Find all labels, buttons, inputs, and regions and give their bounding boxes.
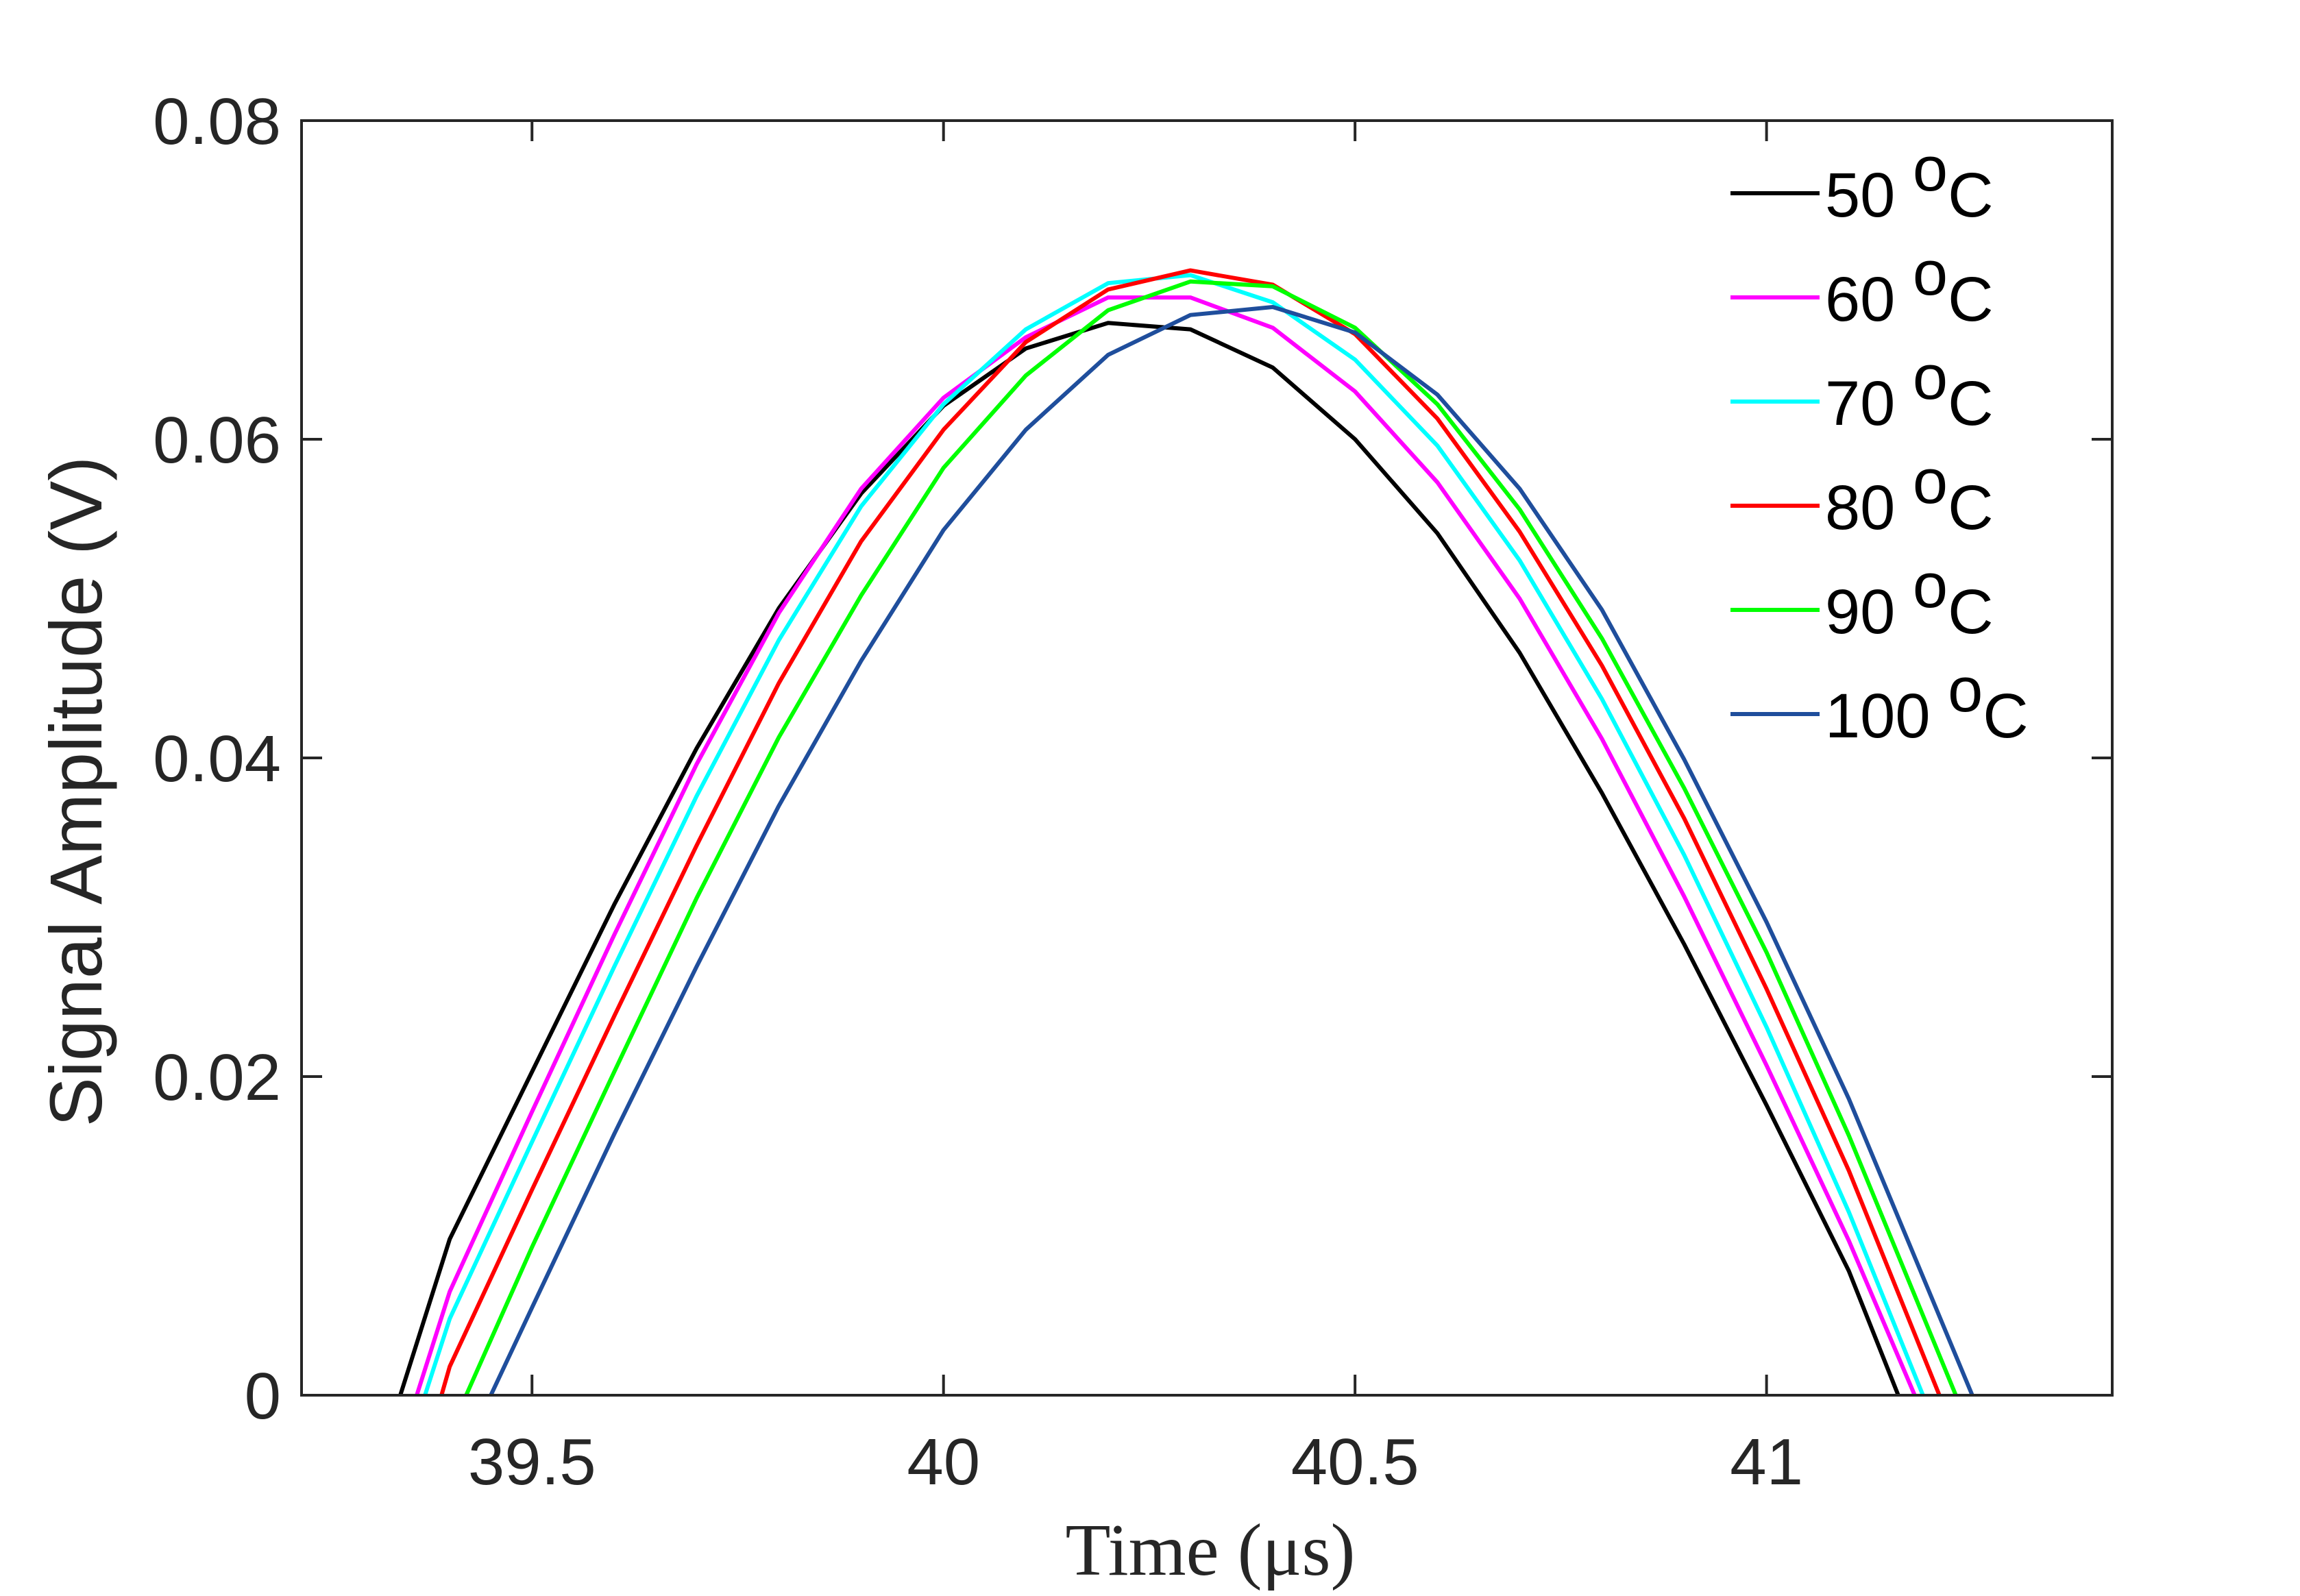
y-tick-label: 0.06 [153, 404, 281, 477]
legend-label: 50 oC [1825, 134, 1994, 230]
legend-label: 70 oC [1825, 343, 1994, 439]
legend-label: 90 oC [1825, 551, 1994, 647]
axis-ticks: 39.5 40 40.5 41 0 0.02 0.04 0.06 0.08 [153, 85, 2112, 1499]
x-axis-label: Time (μs) [1066, 1510, 1356, 1591]
legend-label: 60 oC [1825, 238, 1994, 334]
x-tick-label: 41 [1730, 1425, 1803, 1499]
legend-item-70: 70 oC [1730, 343, 1994, 439]
legend-item-50: 50 oC [1730, 134, 1994, 230]
x-tick-label: 39.5 [468, 1425, 596, 1499]
series-line-90 [464, 279, 1958, 1397]
series-line-100 [489, 305, 1974, 1397]
legend-label: 80 oC [1825, 447, 1994, 543]
y-tick-label: 0.08 [153, 85, 281, 158]
legend-item-60: 60 oC [1730, 238, 1994, 334]
series-line-50 [398, 321, 1900, 1397]
legend-item-90: 90 oC [1730, 551, 1994, 647]
y-tick-label: 0.04 [153, 722, 281, 796]
y-axis-label: Signal Amplitude (V) [34, 456, 117, 1127]
plot-area [302, 121, 2112, 1395]
legend-item-100: 100 oC [1730, 655, 2029, 751]
series-line-80 [439, 268, 1942, 1397]
plot-background [302, 121, 2112, 1395]
y-tick-label: 0 [245, 1360, 281, 1433]
y-tick-label: 0.02 [153, 1041, 281, 1114]
series-lines [398, 268, 1974, 1397]
legend-label: 100 oC [1825, 655, 2029, 751]
x-tick-label: 40.5 [1291, 1425, 1419, 1499]
legend-item-80: 80 oC [1730, 447, 1994, 543]
x-tick-label: 40 [907, 1425, 980, 1499]
